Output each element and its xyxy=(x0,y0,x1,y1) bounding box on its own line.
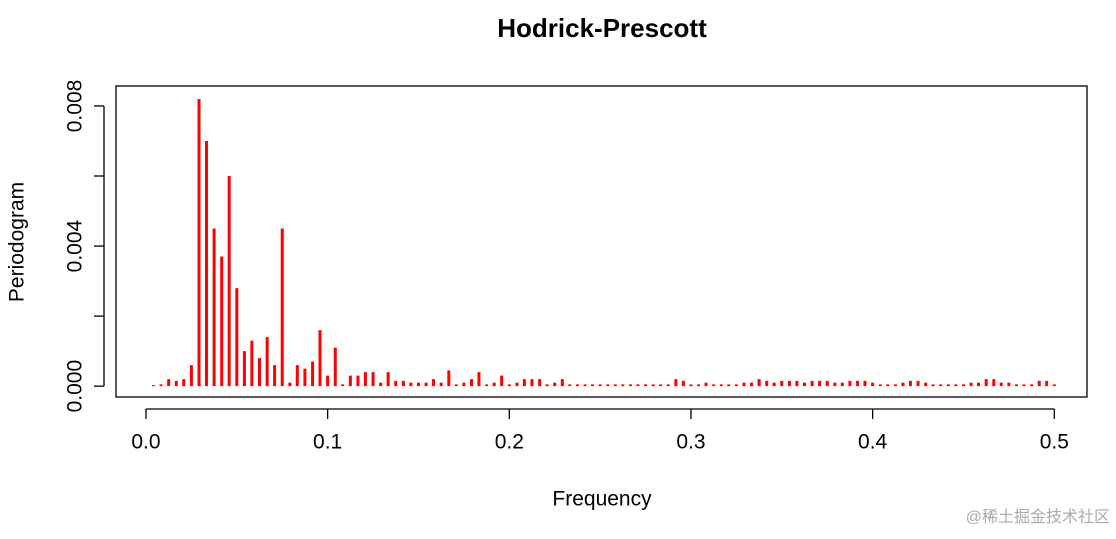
x-axis-label: Frequency xyxy=(552,488,652,511)
x-tick-label: 0.3 xyxy=(676,431,705,454)
x-tick-label: 0.1 xyxy=(313,431,342,454)
x-tick-label: 0.4 xyxy=(858,431,888,454)
x-tick-label: 0.5 xyxy=(1040,431,1069,454)
watermark: @稀土掘金技术社区 xyxy=(966,508,1110,526)
y-axis-label: Periodogram xyxy=(6,182,29,302)
y-tick-label: 0.008 xyxy=(64,80,87,133)
x-tick-label: 0.2 xyxy=(495,431,524,454)
y-tick-label: 0.000 xyxy=(64,360,87,413)
y-tick-label: 0.004 xyxy=(64,219,87,272)
x-tick-label: 0.0 xyxy=(131,431,160,454)
plot-frame xyxy=(115,85,1088,398)
chart-title: Hodrick-Prescott xyxy=(497,13,707,43)
